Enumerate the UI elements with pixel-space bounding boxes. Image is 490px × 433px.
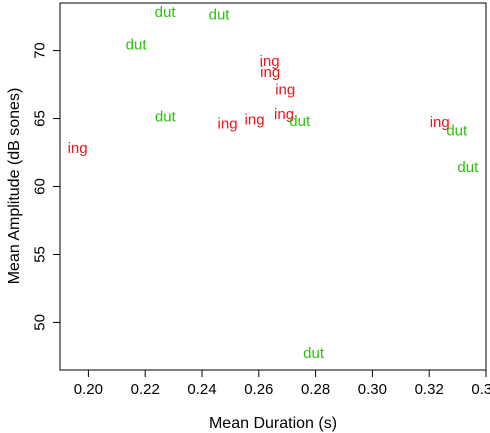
point-label-dut: dut <box>289 113 311 130</box>
x-tick-label: 0.26 <box>244 381 273 398</box>
y-tick-label: 60 <box>32 178 49 195</box>
point-label-dut: dut <box>126 37 148 54</box>
y-tick-label: 65 <box>32 110 49 127</box>
point-label-ing: ing <box>68 140 88 157</box>
x-tick-label: 0.22 <box>131 381 160 398</box>
x-tick-label: 0.28 <box>301 381 330 398</box>
x-tick-label: 0.34 <box>471 381 490 398</box>
point-label-ing: ing <box>274 106 294 123</box>
y-tick-label: 50 <box>32 314 49 331</box>
point-label-ing: ing <box>245 111 265 128</box>
y-axis: 50 55 60 65 70 <box>32 42 61 331</box>
x-tick-label: 0.24 <box>187 381 216 398</box>
point-label-dut: dut <box>457 159 479 176</box>
point-label-ing: ing <box>260 64 280 81</box>
point-label-dut: dut <box>446 122 468 139</box>
point-label-dut: dut <box>155 109 177 126</box>
y-tick-label: 55 <box>32 246 49 263</box>
point-label-ing: ing <box>275 81 295 98</box>
point-label-dut: dut <box>155 4 177 21</box>
x-tick-label: 0.32 <box>415 381 444 398</box>
x-axis-title: Mean Duration (s) <box>209 415 337 432</box>
point-label-dut: dut <box>303 345 325 362</box>
point-label-ing: ing <box>260 53 280 70</box>
x-tick-label: 0.30 <box>358 381 387 398</box>
y-axis-title: Mean Amplitude (dB sones) <box>6 88 23 285</box>
y-tick-label: 70 <box>32 42 49 59</box>
point-label-ing: ing <box>218 115 238 132</box>
x-tick-label: 0.20 <box>74 381 103 398</box>
point-label-ing: ing <box>430 114 450 131</box>
x-axis: 0.20 0.22 0.24 0.26 0.28 0.30 0.32 0.34 <box>74 369 490 398</box>
point-label-dut: dut <box>209 7 231 24</box>
